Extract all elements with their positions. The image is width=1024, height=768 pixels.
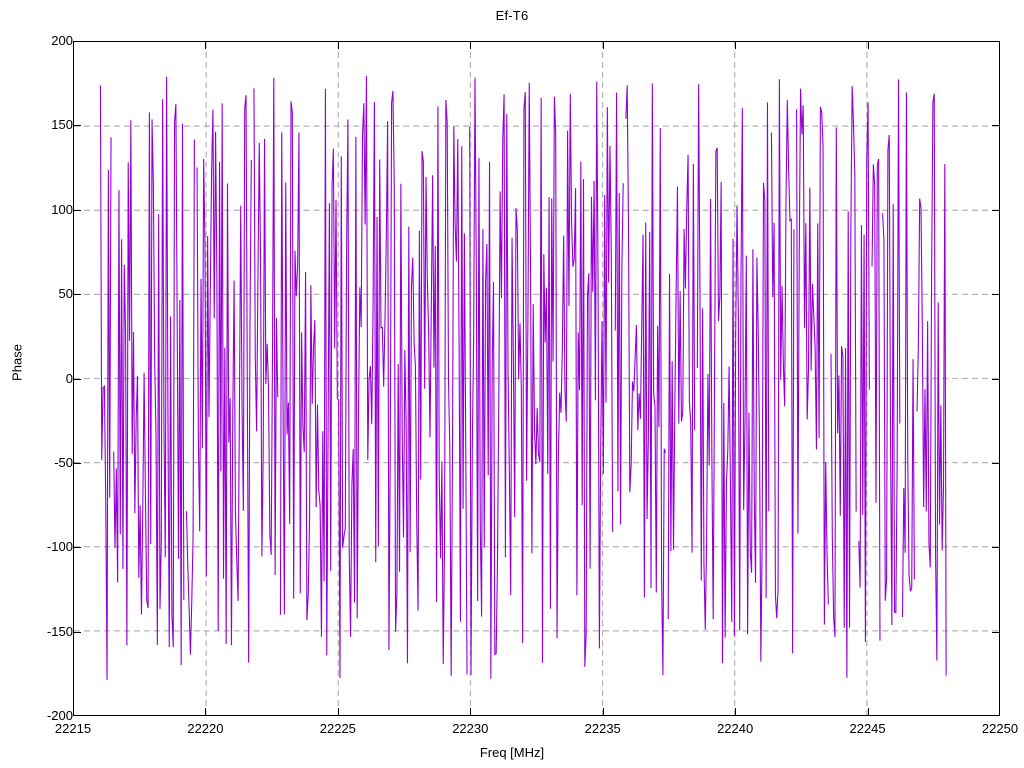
y-tick-mark	[73, 547, 81, 549]
x-tick-label: 22240	[717, 721, 754, 736]
x-tick-mark	[337, 708, 339, 716]
y-tick-label: -50	[54, 454, 73, 470]
y-tick-mark	[992, 125, 1000, 127]
y-tick-mark	[73, 209, 81, 211]
y-tick-label: 100	[51, 201, 73, 217]
x-tick-mark	[337, 41, 339, 49]
x-tick-label: 22245	[849, 721, 886, 736]
y-tick-label: -100	[46, 539, 73, 555]
y-tick-mark	[73, 378, 81, 380]
x-tick-mark	[602, 708, 604, 716]
y-tick-mark	[73, 462, 81, 464]
x-tick-mark	[735, 708, 737, 716]
x-tick-mark	[470, 41, 472, 49]
x-tick-mark	[735, 41, 737, 49]
x-tick-label: 22225	[319, 721, 356, 736]
y-tick-mark	[992, 547, 1000, 549]
plot-area	[73, 41, 1000, 716]
x-tick-label: 22235	[584, 721, 621, 736]
y-tick-label: -200	[46, 708, 73, 723]
x-tick-mark	[867, 41, 869, 49]
y-tick-label: -150	[46, 623, 73, 639]
y-tick-label: 50	[58, 286, 73, 302]
y-tick-mark	[992, 378, 1000, 380]
y-tick-mark	[73, 125, 81, 127]
y-axis-label: Phase	[9, 344, 25, 381]
x-tick-label: 22230	[452, 721, 489, 736]
y-tick-mark	[992, 209, 1000, 211]
chart-title: Ef-T6	[495, 8, 529, 23]
x-tick-mark	[470, 708, 472, 716]
y-tick-label: 0	[65, 370, 73, 386]
y-tick-mark	[992, 631, 1000, 633]
x-tick-mark	[205, 708, 207, 716]
x-tick-mark	[602, 41, 604, 49]
y-tick-mark	[992, 294, 1000, 296]
y-tick-label: 200	[51, 33, 73, 48]
y-axis-ticks: -200 -150 -100 -50 0 50 100 150 200	[0, 0, 73, 768]
phase-data-series	[99, 75, 947, 680]
y-tick-mark	[73, 631, 81, 633]
y-tick-mark	[992, 462, 1000, 464]
x-tick-label: 22220	[187, 721, 224, 736]
y-tick-label: 150	[51, 117, 73, 133]
x-axis-label: Freq [MHz]	[479, 745, 545, 760]
x-tick-label: 22215	[54, 721, 92, 736]
x-tick-label: 22250	[981, 721, 1019, 736]
x-tick-mark	[867, 708, 869, 716]
y-tick-mark	[73, 294, 81, 296]
x-tick-mark	[205, 41, 207, 49]
